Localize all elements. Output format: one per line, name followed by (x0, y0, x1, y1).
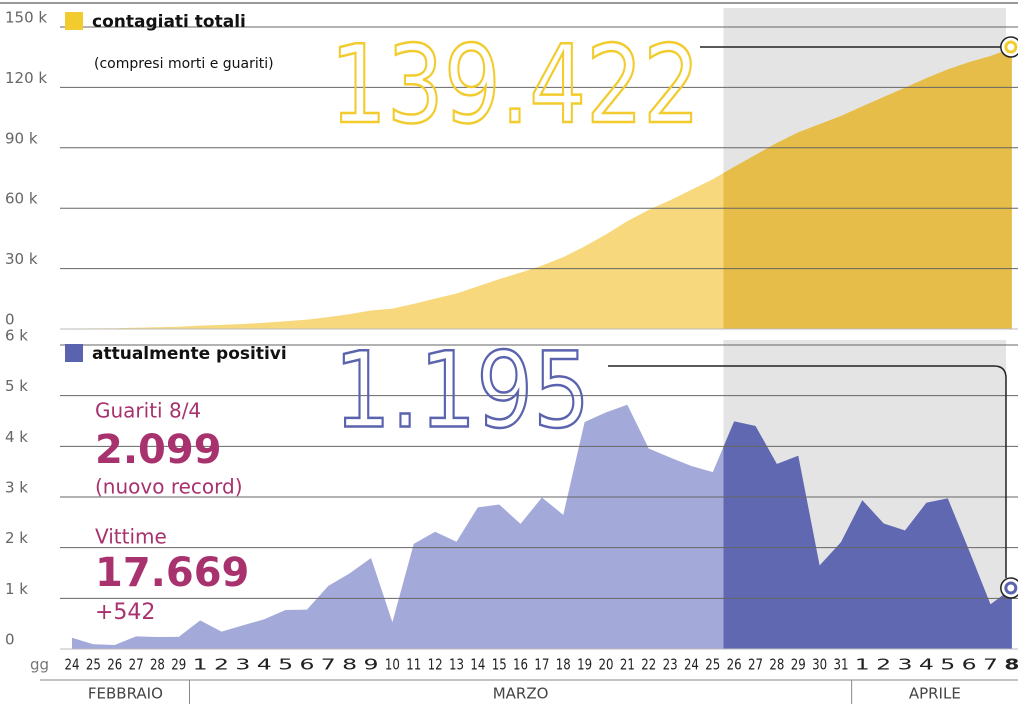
area-highlight (723, 48, 1012, 329)
month-label: APRILE (909, 685, 961, 703)
x-tick-label: 8 (342, 656, 357, 674)
x-tick-label: 24 (65, 656, 80, 674)
x-tick-label: 25 (705, 656, 720, 674)
x-tick-label: 7 (321, 656, 336, 674)
month-label: MARZO (493, 685, 549, 703)
x-tick-label: 28 (150, 656, 165, 674)
x-tick-label: 20 (599, 656, 614, 674)
legend-swatch (65, 344, 83, 362)
x-tick-label: 21 (620, 656, 635, 674)
area-highlight (723, 421, 1012, 649)
x-tick-label: 25 (86, 656, 101, 674)
legend-label: attualmente positivi (92, 344, 287, 364)
x-tick-label: 5 (940, 656, 955, 674)
big-value: 139.422 (330, 23, 700, 148)
connector (608, 365, 1007, 578)
big-value: 1.195 (334, 329, 590, 451)
x-tick-label: 19 (577, 656, 592, 674)
x-tick-label: 30 (812, 656, 827, 674)
x-tick-label: 3 (898, 656, 913, 674)
y-tick-label: 6 k (5, 327, 28, 345)
x-tick-label: 9 (364, 656, 379, 674)
x-tick-label: 22 (641, 656, 656, 674)
month-label: FEBBRAIO (88, 685, 163, 703)
x-tick-label: 31 (833, 656, 848, 674)
y-tick-label: 60 k (5, 190, 38, 208)
end-marker-dot (1004, 40, 1018, 54)
x-tick-label: 24 (684, 656, 699, 674)
x-tick-label: 1 (855, 656, 870, 674)
x-tick-label: 1 (193, 656, 208, 674)
legend-swatch (65, 12, 83, 30)
x-tick-label: 10 (385, 656, 400, 674)
x-tick-label: 16 (513, 656, 528, 674)
x-tick-label: 2 (214, 656, 229, 674)
x-tick-label: 27 (129, 656, 144, 674)
x-tick-label: 7 (983, 656, 998, 674)
y-tick-label: 150 k (5, 9, 47, 27)
x-tick-label: 26 (107, 656, 122, 674)
x-tick-label: 27 (748, 656, 763, 674)
legend-label: contagiati totali (92, 12, 246, 32)
y-tick-label: 5 k (5, 377, 28, 395)
y-tick-label: 0 (5, 631, 15, 649)
x-tick-label: 26 (727, 656, 742, 674)
x-tick-label: 5 (278, 656, 293, 674)
x-tick-label: 18 (556, 656, 571, 674)
y-tick-label: 4 k (5, 428, 28, 446)
x-tick-label: 13 (449, 656, 464, 674)
x-tick-label: 11 (406, 656, 421, 674)
annotation: Vittime (95, 525, 167, 549)
x-tick-label: 4 (257, 656, 272, 674)
y-tick-label: 1 k (5, 580, 28, 598)
annotation: +542 (95, 600, 155, 625)
annotation: (nuovo record) (95, 475, 243, 499)
y-tick-label: 90 k (5, 129, 38, 147)
x-tick-label: 28 (769, 656, 784, 674)
y-tick-label: 30 k (5, 250, 38, 268)
x-axis-label: gg (30, 656, 49, 674)
y-tick-label: 3 k (5, 479, 28, 497)
x-tick-label: 4 (919, 656, 934, 674)
x-tick-label: 12 (428, 656, 443, 674)
y-tick-label: 2 k (5, 529, 28, 547)
x-tick-label: 2 (876, 656, 891, 674)
x-tick-label: 29 (791, 656, 806, 674)
x-tick-label: 23 (663, 656, 678, 674)
end-marker-dot (1004, 581, 1018, 595)
x-tick-label: 15 (492, 656, 507, 674)
x-tick-label: 6 (962, 656, 977, 674)
annotation: 2.099 (95, 427, 222, 473)
x-tick-label: 29 (171, 656, 186, 674)
y-tick-label: 120 k (5, 69, 47, 87)
annotation: Guariti 8/4 (95, 399, 201, 423)
x-tick-label: 14 (470, 656, 485, 674)
x-tick-label: 17 (534, 656, 549, 674)
x-tick-label: 8 (1004, 656, 1018, 674)
x-tick-label: 3 (235, 656, 250, 674)
y-tick-label: 0 (5, 311, 15, 329)
legend-sublabel: (compresi morti e guariti) (94, 56, 274, 72)
x-tick-label: 6 (299, 656, 314, 674)
annotation: 17.669 (95, 550, 249, 596)
